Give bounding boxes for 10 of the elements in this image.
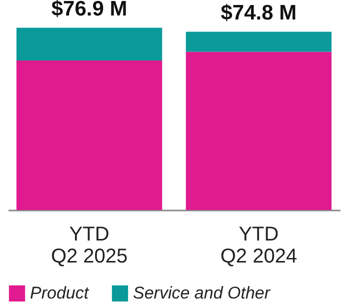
legend-label: Product (30, 283, 90, 302)
bar (16, 60, 162, 210)
bar (186, 32, 332, 52)
bar (16, 28, 162, 61)
bar (186, 52, 332, 210)
x-tick-label: YTD Q2 2024 (220, 224, 298, 268)
legend-label: Service and Other (133, 283, 272, 302)
annotation: $76.9 M (51, 0, 128, 21)
x-tick-label: YTD Q2 2025 (50, 224, 128, 268)
annotation: $74.8 M (220, 2, 297, 25)
